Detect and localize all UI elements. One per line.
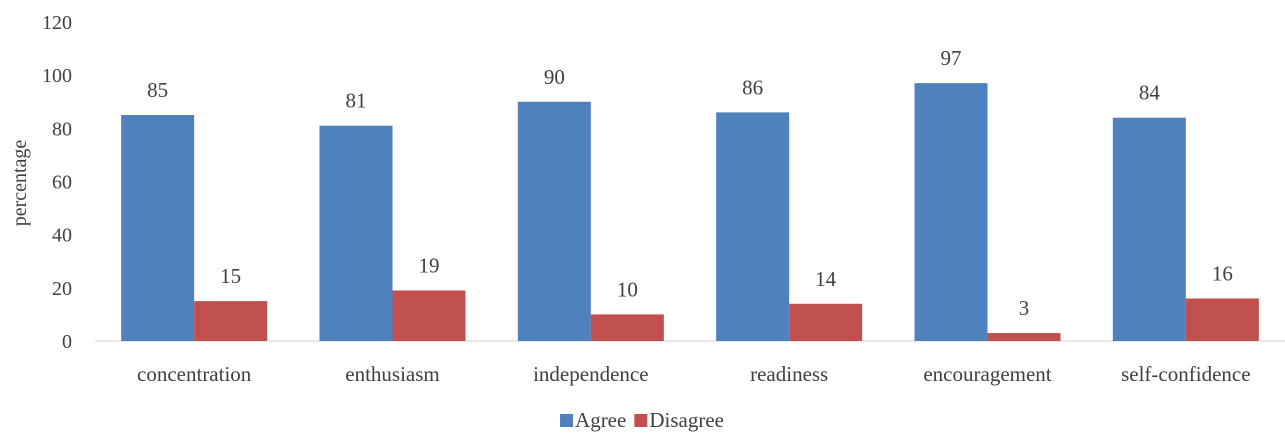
y-tick-label: 60 xyxy=(52,172,72,194)
y-axis-title: percentage xyxy=(9,140,31,227)
legend-item-agree: Agree xyxy=(560,408,626,432)
bar-disagree-independence xyxy=(590,314,664,341)
bar-disagree-encouragement xyxy=(987,333,1061,341)
data-label-agree-self-confidence: 84 xyxy=(1139,81,1161,105)
y-tick-label: 80 xyxy=(52,118,72,140)
bar-disagree-self-confidence xyxy=(1185,298,1259,341)
y-tick-label: 0 xyxy=(62,331,72,353)
x-axis-category-labels: concentration enthusiasm independence readi… xyxy=(137,362,1251,386)
data-label-disagree-independence: 10 xyxy=(617,277,638,301)
bar-agree-encouragement xyxy=(914,83,988,342)
category-label: readiness xyxy=(750,362,828,386)
category-label: self-confidence xyxy=(1121,362,1250,386)
data-label-disagree-concentration: 15 xyxy=(220,264,241,288)
data-label-disagree-enthusiasm: 19 xyxy=(419,253,440,277)
legend: Agree Disagree xyxy=(560,408,724,432)
legend-label: Disagree xyxy=(649,408,724,432)
bar-agree-independence xyxy=(517,101,591,341)
y-tick-label: 40 xyxy=(52,225,72,247)
bar-disagree-readiness xyxy=(789,303,863,341)
category-label: concentration xyxy=(137,362,252,386)
category-label: encouragement xyxy=(923,362,1051,386)
data-label-agree-concentration: 85 xyxy=(147,78,168,102)
data-label-agree-enthusiasm: 81 xyxy=(346,89,367,113)
bars xyxy=(121,83,1259,342)
data-label-agree-readiness: 86 xyxy=(742,75,763,99)
bar-agree-enthusiasm xyxy=(319,125,393,341)
data-label-agree-independence: 90 xyxy=(544,65,565,89)
data-label-disagree-self-confidence: 16 xyxy=(1212,261,1233,285)
bar-disagree-concentration xyxy=(194,301,268,341)
legend-item-disagree: Disagree xyxy=(634,408,724,432)
bar-disagree-enthusiasm xyxy=(392,290,466,341)
data-label-disagree-encouragement: 3 xyxy=(1019,296,1030,320)
y-tick-label: 100 xyxy=(42,65,72,87)
data-label-agree-encouragement: 97 xyxy=(941,46,962,70)
data-labels: 85 15 81 19 90 10 86 14 97 3 84 16 xyxy=(147,46,1233,320)
y-axis-ticks: 0 20 40 60 80 100 120 xyxy=(42,12,72,353)
legend-swatch xyxy=(560,414,574,427)
y-tick-label: 20 xyxy=(52,278,72,300)
bar-agree-readiness xyxy=(716,112,790,341)
data-label-disagree-readiness: 14 xyxy=(815,267,837,291)
category-label: enthusiasm xyxy=(345,362,440,386)
bar-agree-self-confidence xyxy=(1112,117,1186,341)
category-label: independence xyxy=(533,362,648,386)
legend-swatch xyxy=(634,414,648,427)
bar-agree-concentration xyxy=(121,115,195,342)
legend-label: Agree xyxy=(575,408,626,432)
y-tick-label: 120 xyxy=(42,12,72,34)
